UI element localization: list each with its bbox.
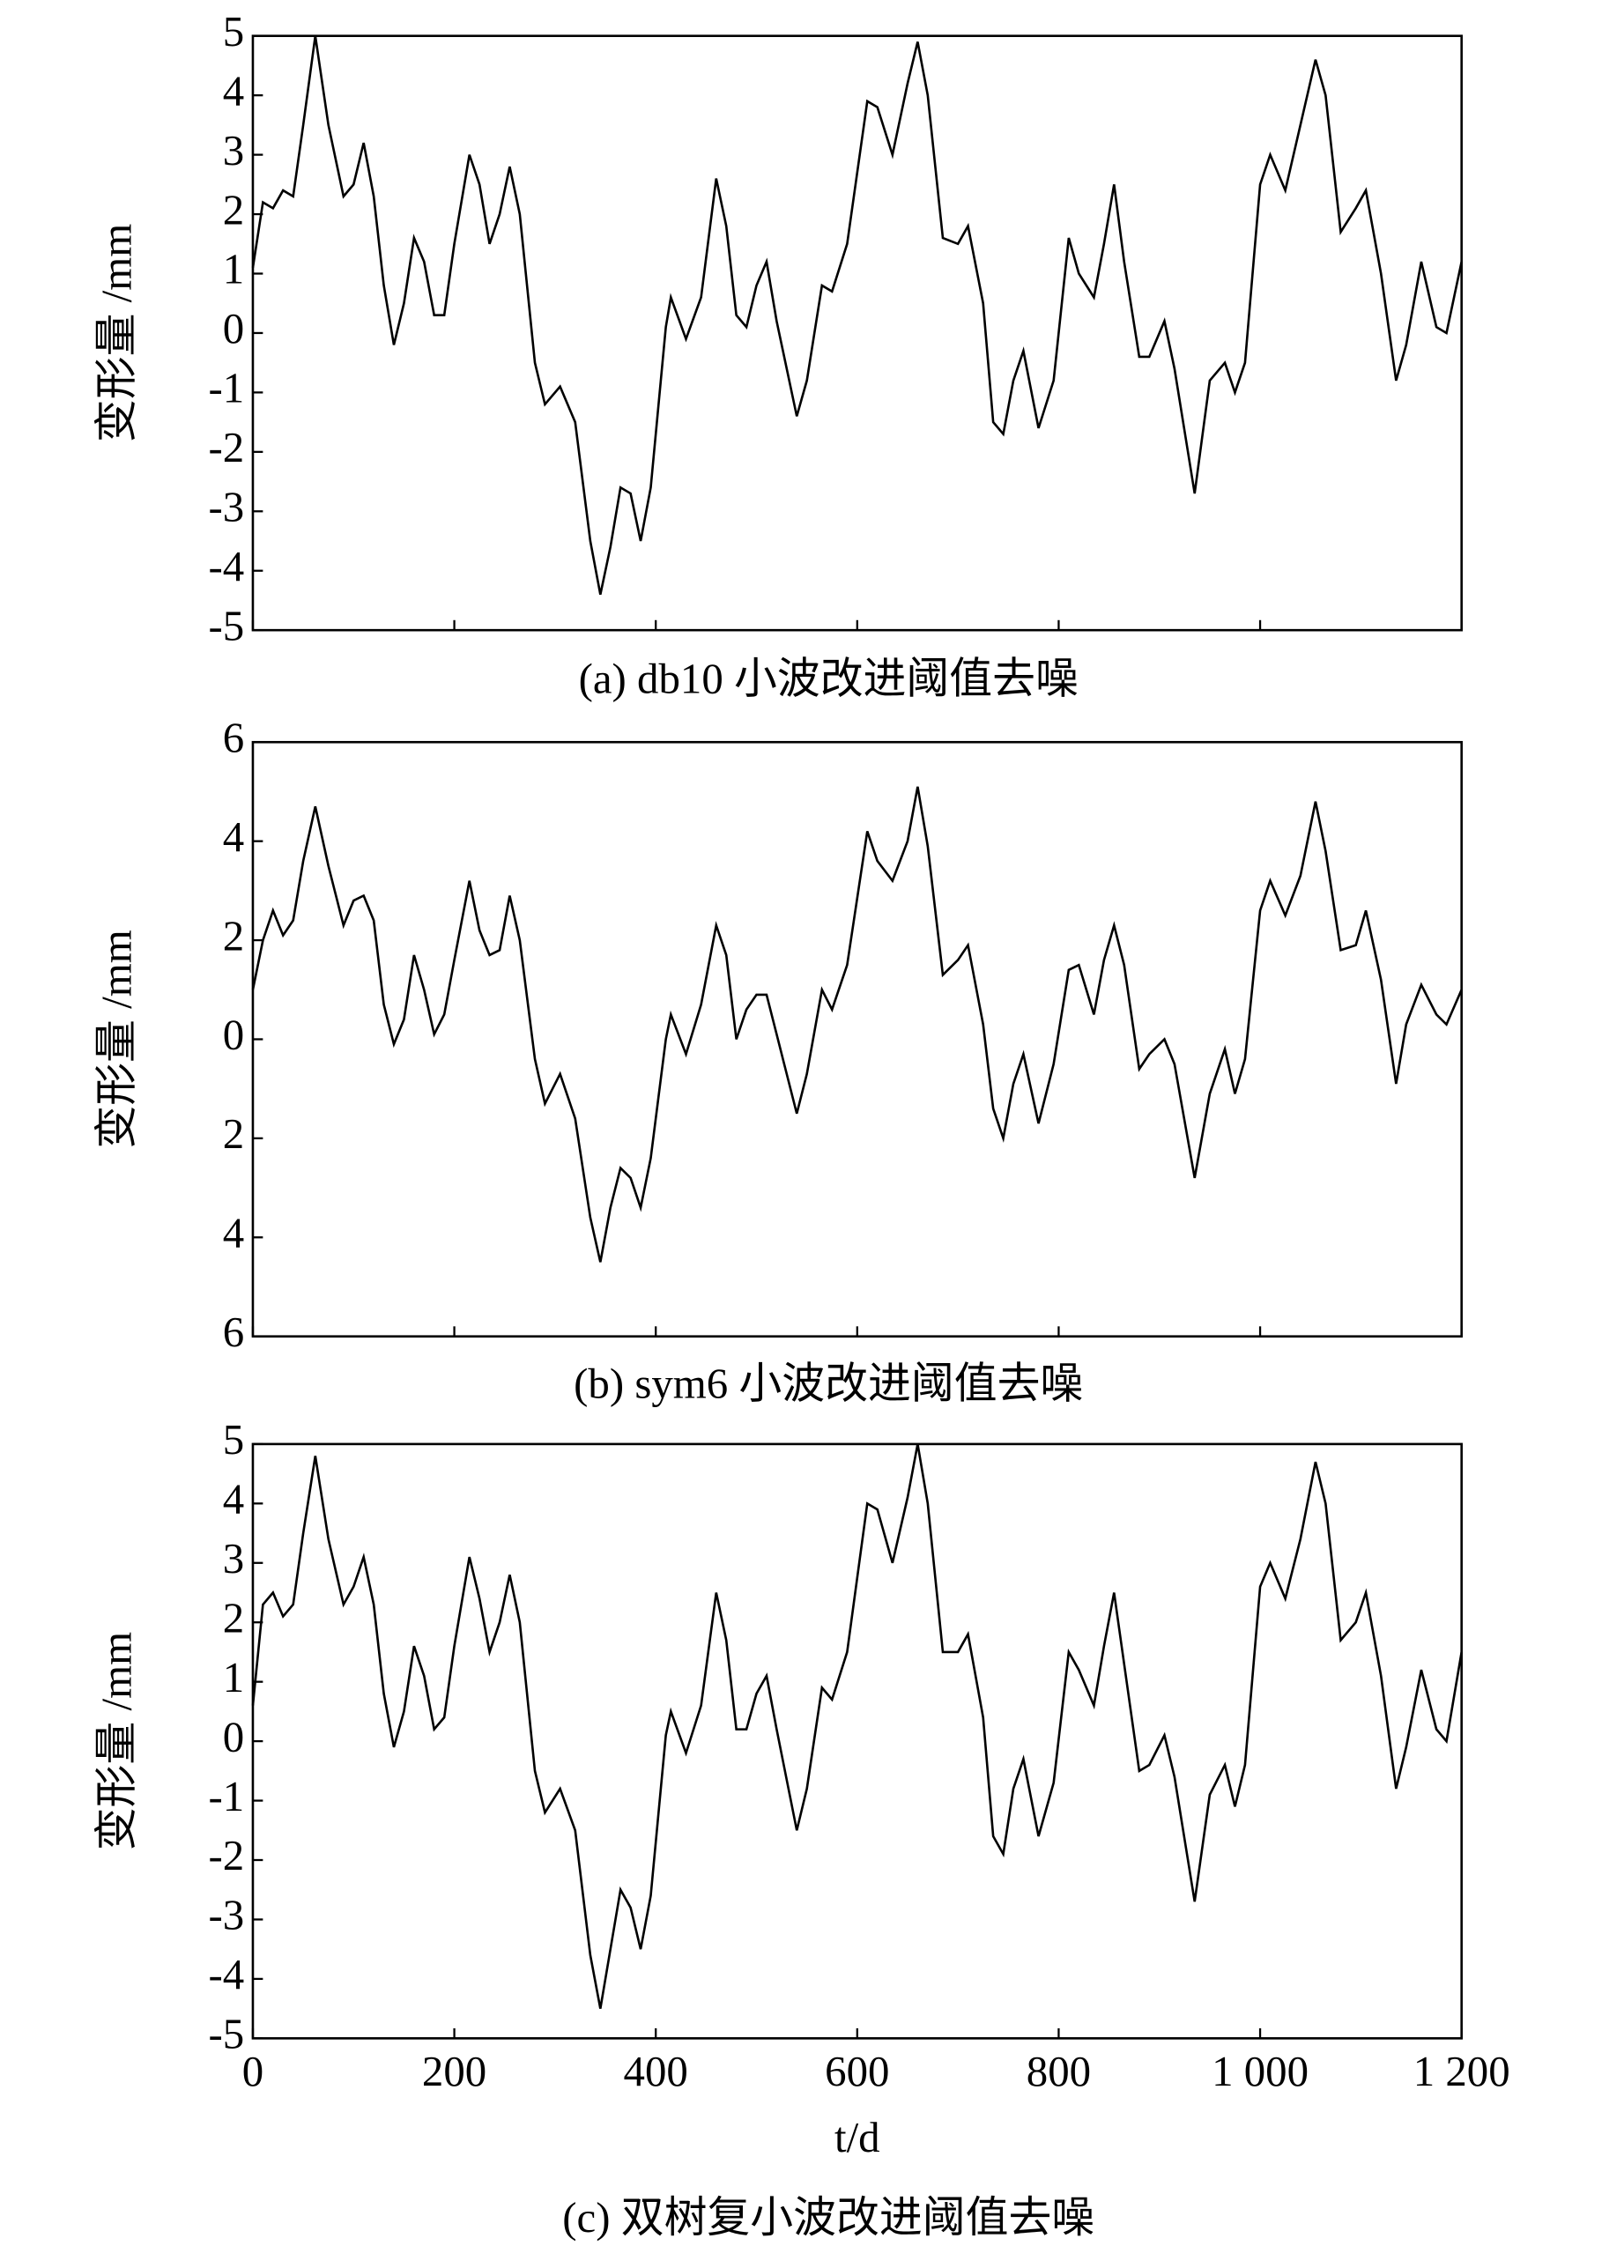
y-tick-label: 1 xyxy=(223,1653,244,1701)
plot-frame xyxy=(251,34,1463,632)
y-tick-label: -5 xyxy=(208,2010,244,2058)
data-line xyxy=(251,35,1463,595)
y-tick-label: 5 xyxy=(223,7,244,56)
y-tick-label: 4 xyxy=(223,66,244,115)
y-tick-label: 0 xyxy=(223,1712,244,1760)
y-tick-label: 6 xyxy=(223,1308,244,1356)
y-tick-label: -2 xyxy=(208,1831,244,1879)
y-tick-label: -1 xyxy=(208,364,244,412)
y-tick-label: 6 xyxy=(223,713,244,761)
x-tick-label: 400 xyxy=(624,2047,688,2095)
y-axis-label: 变形量 /mm xyxy=(92,1632,140,1850)
y-tick-label: 3 xyxy=(223,126,244,174)
caption: (a) db10 小波改进阈值去噪 xyxy=(579,655,1079,703)
y-axis-label: 变形量 /mm xyxy=(92,224,140,442)
y-tick-label: -4 xyxy=(208,542,244,590)
y-tick-label: 2 xyxy=(223,1109,244,1158)
x-tick-label: 600 xyxy=(825,2047,889,2095)
y-tick-label: 0 xyxy=(223,304,244,352)
y-tick-label: 3 xyxy=(223,1534,244,1582)
y-tick-label: -3 xyxy=(208,483,244,531)
caption: (c) 双树复小波改进阈值去噪 xyxy=(562,2193,1094,2242)
x-tick-label: 1 000 xyxy=(1212,2047,1309,2095)
y-tick-label: -1 xyxy=(208,1772,244,1820)
y-tick-label: -4 xyxy=(208,1950,244,1998)
data-line xyxy=(251,1443,1463,2009)
y-tick-label: 4 xyxy=(223,812,244,861)
x-axis-label: t/d xyxy=(834,2113,880,2161)
y-tick-label: -2 xyxy=(208,423,244,471)
y-tick-label: -5 xyxy=(208,601,244,649)
plot-frame xyxy=(251,740,1463,1338)
x-tick-label: 0 xyxy=(242,2047,263,2095)
y-tick-label: 2 xyxy=(223,911,244,960)
y-axis-label: 变形量 /mm xyxy=(92,930,140,1148)
y-tick-label: 1 xyxy=(223,245,244,293)
plot-frame xyxy=(251,1442,1463,2040)
y-tick-label: 4 xyxy=(223,1475,244,1523)
y-tick-label: 5 xyxy=(223,1415,244,1464)
caption: (b) sym6 小波改进阈值去噪 xyxy=(574,1360,1083,1408)
x-tick-label: 800 xyxy=(1027,2047,1091,2095)
data-line xyxy=(251,786,1463,1263)
y-tick-label: 2 xyxy=(223,185,244,233)
y-tick-label: 2 xyxy=(223,1593,244,1642)
y-tick-label: 4 xyxy=(223,1209,244,1257)
y-tick-label: 0 xyxy=(223,1011,244,1059)
y-tick-label: -3 xyxy=(208,1891,244,1939)
x-tick-label: 200 xyxy=(422,2047,486,2095)
x-tick-label: 1 200 xyxy=(1413,2047,1510,2095)
